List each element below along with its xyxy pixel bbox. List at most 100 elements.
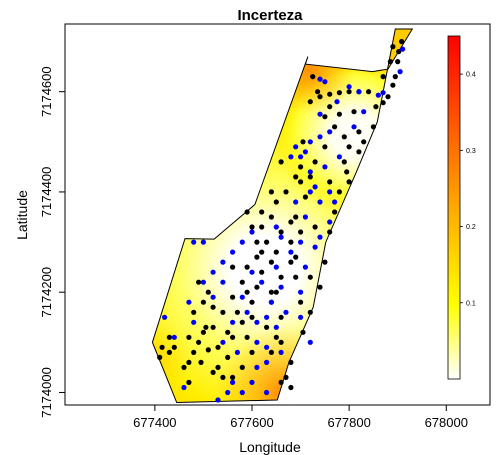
sample-point-blue: [215, 397, 221, 403]
sample-point-blue: [254, 319, 260, 325]
sample-point-black: [361, 139, 367, 145]
sample-point-blue: [298, 154, 304, 160]
sample-point-black: [288, 239, 294, 245]
sample-point-black: [307, 174, 313, 180]
sample-point-black: [307, 309, 313, 315]
sample-point-black: [327, 179, 333, 185]
sample-point-blue: [322, 164, 328, 170]
sample-point-black: [380, 100, 386, 106]
sample-point-blue: [307, 139, 313, 145]
sample-point-black: [225, 354, 231, 360]
sample-point-black: [244, 209, 250, 215]
chart-title: Incerteza: [237, 7, 303, 24]
sample-point-black: [198, 359, 204, 365]
sample-point-black: [200, 329, 206, 335]
sample-point-black: [191, 349, 197, 355]
sample-point-blue: [361, 109, 367, 115]
sample-point-black: [387, 59, 393, 65]
sample-point-blue: [200, 279, 206, 285]
sample-point-blue: [273, 264, 279, 270]
sample-point-black: [317, 284, 323, 290]
sample-point-black: [390, 44, 396, 50]
sample-point-black: [278, 274, 284, 280]
sample-point-blue: [278, 234, 284, 240]
sample-point-blue: [317, 134, 323, 140]
colorbar-tick-label: 0.2: [466, 224, 476, 231]
sample-point-black: [322, 144, 328, 150]
sample-point-blue: [312, 244, 318, 250]
colorbar-tick-label: 0.1: [466, 300, 476, 307]
sample-point-black: [293, 254, 299, 260]
sample-point-black: [302, 194, 308, 200]
sample-point-black: [293, 214, 299, 220]
sample-point-black: [307, 274, 313, 280]
sample-point-black: [254, 284, 260, 290]
sample-point-blue: [273, 224, 279, 230]
sample-point-blue: [351, 124, 357, 130]
x-tick-label: 677400: [133, 415, 176, 430]
sample-point-black: [366, 89, 372, 95]
sample-point-black: [278, 159, 284, 165]
sample-point-black: [171, 344, 177, 350]
sample-point-black: [341, 159, 347, 165]
sample-point-black: [203, 324, 209, 330]
sample-point-blue: [298, 239, 304, 245]
sample-point-blue: [230, 319, 236, 325]
sample-point-blue: [293, 144, 299, 150]
sample-point-blue: [220, 339, 226, 345]
sample-point-black: [298, 164, 304, 170]
sample-point-black: [288, 219, 294, 225]
sample-point-black: [322, 114, 328, 120]
sample-point-black: [298, 179, 304, 185]
sample-point-black: [307, 99, 313, 105]
x-axis: 677400 677600 677800 678000: [133, 405, 468, 430]
sample-point-black: [332, 209, 338, 215]
sample-point-black: [205, 347, 211, 353]
sample-point-black: [268, 214, 274, 220]
sample-point-black: [344, 169, 350, 175]
sample-point-black: [268, 189, 274, 195]
sample-point-blue: [230, 249, 236, 255]
sample-point-black: [312, 159, 318, 165]
sample-point-black: [273, 249, 279, 255]
sample-point-blue: [356, 89, 362, 95]
sample-point-black: [346, 179, 352, 185]
y-tick-label: 7174000: [39, 367, 54, 418]
sample-point-black: [210, 324, 216, 330]
sample-point-black: [346, 144, 352, 150]
sample-point-blue: [298, 289, 304, 295]
sample-point-black: [332, 124, 338, 130]
sample-point-blue: [273, 324, 279, 330]
region-boundary: [151, 28, 414, 404]
sample-point-blue: [239, 239, 245, 245]
sample-point-black: [196, 339, 202, 345]
sample-point-black: [220, 374, 226, 380]
sample-point-black: [230, 294, 236, 300]
sample-point-black: [244, 334, 250, 340]
sample-point-blue: [220, 259, 226, 265]
sample-point-black: [181, 364, 187, 370]
sample-point-black: [259, 249, 265, 255]
sample-point-black: [278, 229, 284, 235]
sample-point-blue: [322, 79, 328, 85]
sample-point-blue: [210, 269, 216, 275]
sample-point-black: [230, 374, 236, 380]
sample-point-black: [288, 384, 294, 391]
sample-point-black: [283, 374, 289, 380]
sample-point-blue: [302, 214, 308, 220]
sample-point-black: [254, 254, 260, 260]
sample-point-black: [327, 229, 333, 235]
sample-point-black: [273, 334, 279, 340]
sample-point-blue: [249, 269, 255, 275]
colorbar-tick-label: 0.4: [466, 72, 476, 79]
sample-point-black: [390, 82, 396, 88]
y-axis: 7174000 7174200 7174400 7174600: [39, 66, 65, 418]
sample-point-blue: [239, 389, 245, 396]
sample-point-black: [259, 209, 265, 215]
plot-frame: [64, 23, 491, 406]
sample-point-black: [346, 89, 352, 95]
sample-point-blue: [254, 339, 260, 345]
uncertainty-surface: [151, 28, 414, 404]
sample-point-blue: [288, 154, 294, 160]
sample-point-black: [264, 324, 270, 330]
